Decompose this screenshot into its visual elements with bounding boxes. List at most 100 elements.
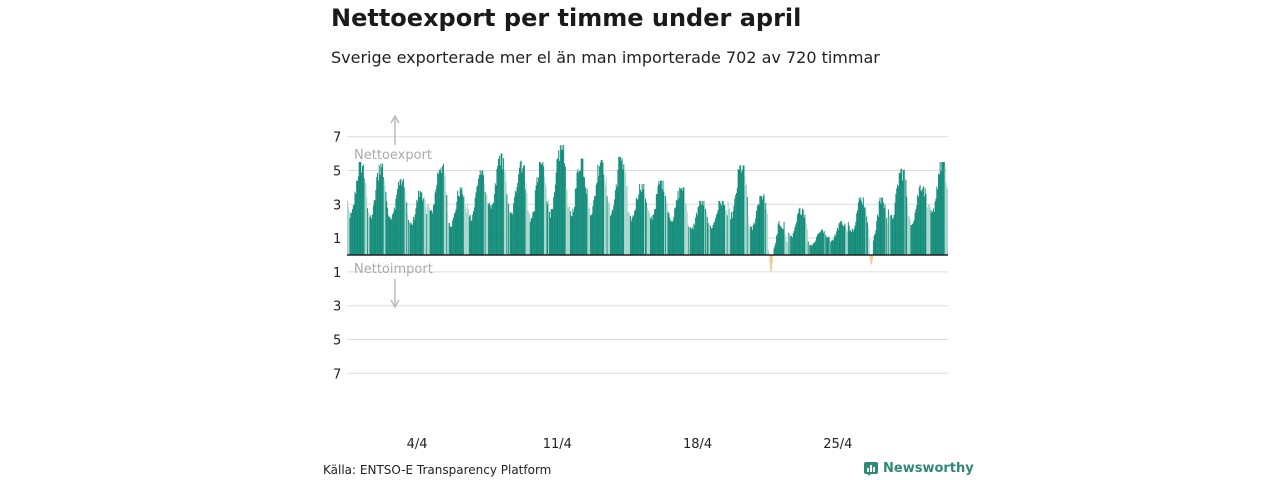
bar [348,210,350,255]
bar [888,215,890,255]
bar [489,205,491,255]
bar [690,228,692,255]
bar [901,168,903,255]
bar [768,252,770,255]
bar [557,158,559,255]
bar [821,229,823,255]
bar [905,179,907,255]
bar [710,228,712,255]
bar [402,178,404,255]
bar [731,218,733,255]
bar [426,214,428,255]
bar [594,195,596,255]
bar [855,222,857,255]
bar [670,220,672,255]
bar [800,214,802,255]
bar [788,233,790,255]
bar [940,171,942,255]
bar [641,184,643,255]
bar [450,227,452,255]
bar [549,211,550,255]
bar [910,224,912,255]
bar [759,196,761,255]
bar [939,162,941,255]
bar [683,187,685,255]
bar [751,226,752,255]
bar [921,191,923,255]
bar [457,190,459,255]
bar [755,218,757,255]
bar [497,165,499,255]
bar [868,238,870,255]
bar [573,211,575,255]
bar [857,202,859,255]
bar [478,178,480,255]
y-tick-label: 1 [333,266,341,281]
bar [598,176,600,255]
bar [771,255,773,272]
bar [886,217,888,255]
bar [584,177,586,255]
bar [601,159,603,255]
bar [909,219,911,255]
bar [902,180,904,255]
bar [391,218,393,255]
bar [347,200,348,255]
bar [560,149,562,255]
bar [717,209,719,255]
bar [649,212,651,255]
bar [927,204,929,255]
bar [668,213,670,255]
brand-logo[interactable]: Newsworthy [864,461,974,476]
bar [865,206,867,255]
bar [781,227,783,255]
bar [564,163,566,255]
bar [628,211,630,255]
bar [568,207,570,255]
bar [809,245,811,255]
bar [808,243,810,255]
bar [913,219,915,255]
bar [539,162,541,255]
bar [705,209,707,255]
bar [491,205,493,255]
bar [724,205,726,255]
bar [852,231,854,255]
bar [621,158,623,255]
brand-name: Newsworthy [883,461,974,476]
bar [352,209,353,255]
bar [893,214,895,255]
bar [754,224,756,255]
bar [679,187,681,255]
bar [764,209,766,255]
bar [708,225,710,255]
bar [824,230,826,255]
bar [791,235,793,255]
bar [554,184,556,255]
bar [654,209,656,255]
bar [882,197,884,255]
bar [841,224,843,255]
bar [619,156,621,255]
bar [713,222,715,255]
bar [535,185,537,255]
bar [758,205,760,255]
bar [435,189,437,255]
bar [453,213,455,255]
bar [502,169,504,255]
bar [915,209,917,255]
bar [907,216,909,255]
bar [633,215,635,255]
bar [442,166,444,255]
bar [682,187,684,255]
bar [548,199,550,255]
bar [852,228,853,255]
bar [357,176,359,255]
bar [362,164,364,255]
bar [681,190,683,255]
bar [583,176,585,255]
bar [459,187,461,255]
bar [740,172,742,255]
bar [846,230,848,255]
bar [891,214,893,255]
